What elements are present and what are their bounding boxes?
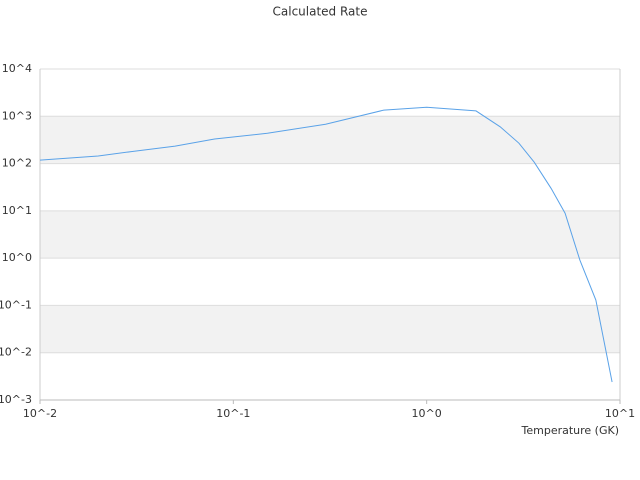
- grid-band: [40, 116, 620, 164]
- data-line: [39, 106, 613, 383]
- y-tick-label: 10^3: [2, 109, 32, 122]
- chart-title: Calculated Rate: [273, 5, 368, 19]
- x-tick-label: 10^1: [605, 407, 635, 420]
- y-tick-label: 10^4: [2, 62, 32, 75]
- x-tick-label: 10^0: [412, 407, 442, 420]
- y-tick-label: 10^-2: [0, 346, 32, 359]
- grid-band: [40, 210, 620, 259]
- x-tick-label: 10^-1: [216, 407, 250, 420]
- y-tick-label: 10^1: [2, 204, 32, 217]
- y-tick-label: 10^2: [2, 157, 32, 170]
- x-tick-label: 10^-2: [23, 407, 57, 420]
- y-tick-label: 10^0: [2, 251, 32, 264]
- y-tick-label: 10^-1: [0, 298, 32, 311]
- grid-band: [40, 305, 620, 353]
- y-tick-label: 10^-3: [0, 393, 32, 406]
- x-axis-label: Temperature (GK): [521, 424, 620, 437]
